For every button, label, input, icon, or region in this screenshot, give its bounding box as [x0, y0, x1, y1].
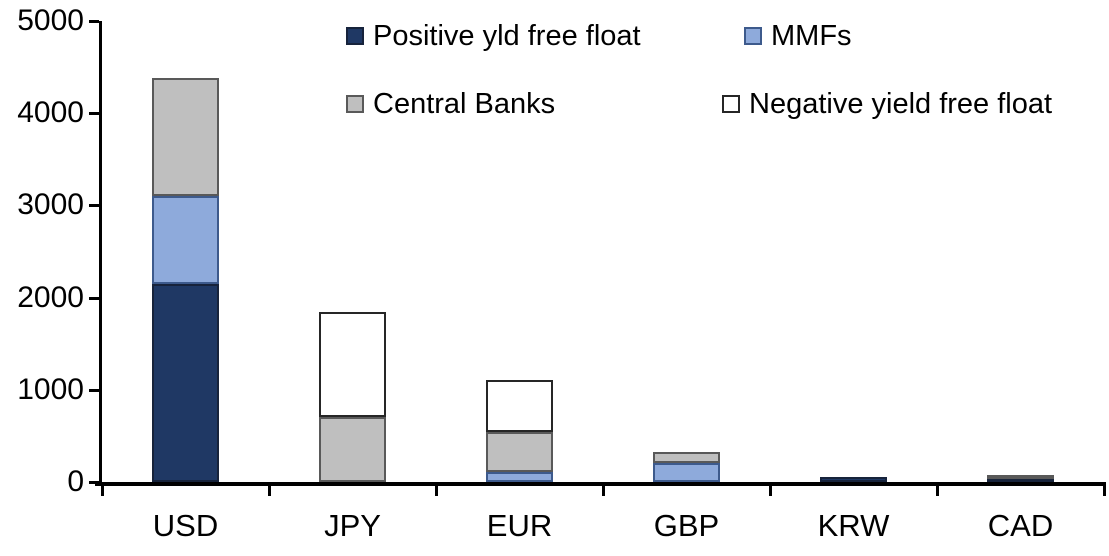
- x-axis-tick: [935, 482, 939, 496]
- bar-segment: [319, 417, 386, 482]
- y-tick-label: 1000: [17, 372, 84, 406]
- y-axis-tick: [89, 388, 99, 392]
- bar-segment: [653, 451, 720, 463]
- y-tick-label: 0: [67, 465, 84, 498]
- x-category-label: CAD: [987, 508, 1054, 543]
- bar-segment: [653, 462, 720, 482]
- x-axis-tick: [1102, 482, 1106, 496]
- y-axis-line: [99, 21, 102, 486]
- legend-item: Positive yld free float: [346, 19, 641, 52]
- y-tick-label: 3000: [17, 188, 84, 222]
- bar-segment: [486, 379, 553, 433]
- x-category-label: EUR: [486, 508, 553, 543]
- bar-segment: [152, 283, 219, 482]
- bar-segment: [987, 475, 1054, 480]
- x-axis-tick: [267, 482, 271, 496]
- legend-label: Negative yield free float: [749, 87, 1053, 120]
- legend-label: MMFs: [771, 19, 852, 52]
- bar-segment: [486, 432, 553, 472]
- y-tick-label: 4000: [17, 96, 84, 130]
- legend-swatch-positive-yld: [346, 27, 364, 45]
- x-axis-tick: [768, 482, 772, 496]
- x-category-label: JPY: [324, 508, 381, 543]
- legend-label: Positive yld free float: [373, 19, 641, 52]
- x-axis-tick: [100, 482, 104, 496]
- y-tick-label: 5000: [17, 4, 84, 37]
- x-axis-tick: [601, 482, 605, 496]
- y-tick-label: 2000: [17, 280, 84, 314]
- y-axis-tick: [89, 481, 99, 484]
- x-category-label: KRW: [817, 508, 890, 543]
- legend-item: MMFs: [744, 19, 852, 52]
- legend-swatch-mmfs: [744, 27, 762, 45]
- bar-segment: [486, 471, 553, 482]
- legend-swatch-central-banks: [346, 95, 364, 113]
- x-category-label: USD: [152, 508, 219, 543]
- y-axis-tick: [89, 296, 99, 300]
- bar-segment: [152, 196, 219, 284]
- legend-item: Central Banks: [346, 87, 556, 120]
- bar-segment: [152, 78, 219, 197]
- legend-swatch-negative-yield: [722, 95, 740, 113]
- bar-segment: [319, 312, 386, 418]
- y-axis-tick: [89, 20, 99, 23]
- legend-label: Central Banks: [373, 87, 556, 120]
- x-axis-tick: [434, 482, 438, 496]
- x-axis-line: [95, 482, 1105, 486]
- x-category-label: GBP: [653, 508, 720, 543]
- y-axis-tick: [89, 204, 99, 208]
- y-axis-tick: [89, 112, 99, 116]
- bar-segment: [820, 477, 887, 482]
- legend-item: Negative yield free float: [722, 87, 1053, 120]
